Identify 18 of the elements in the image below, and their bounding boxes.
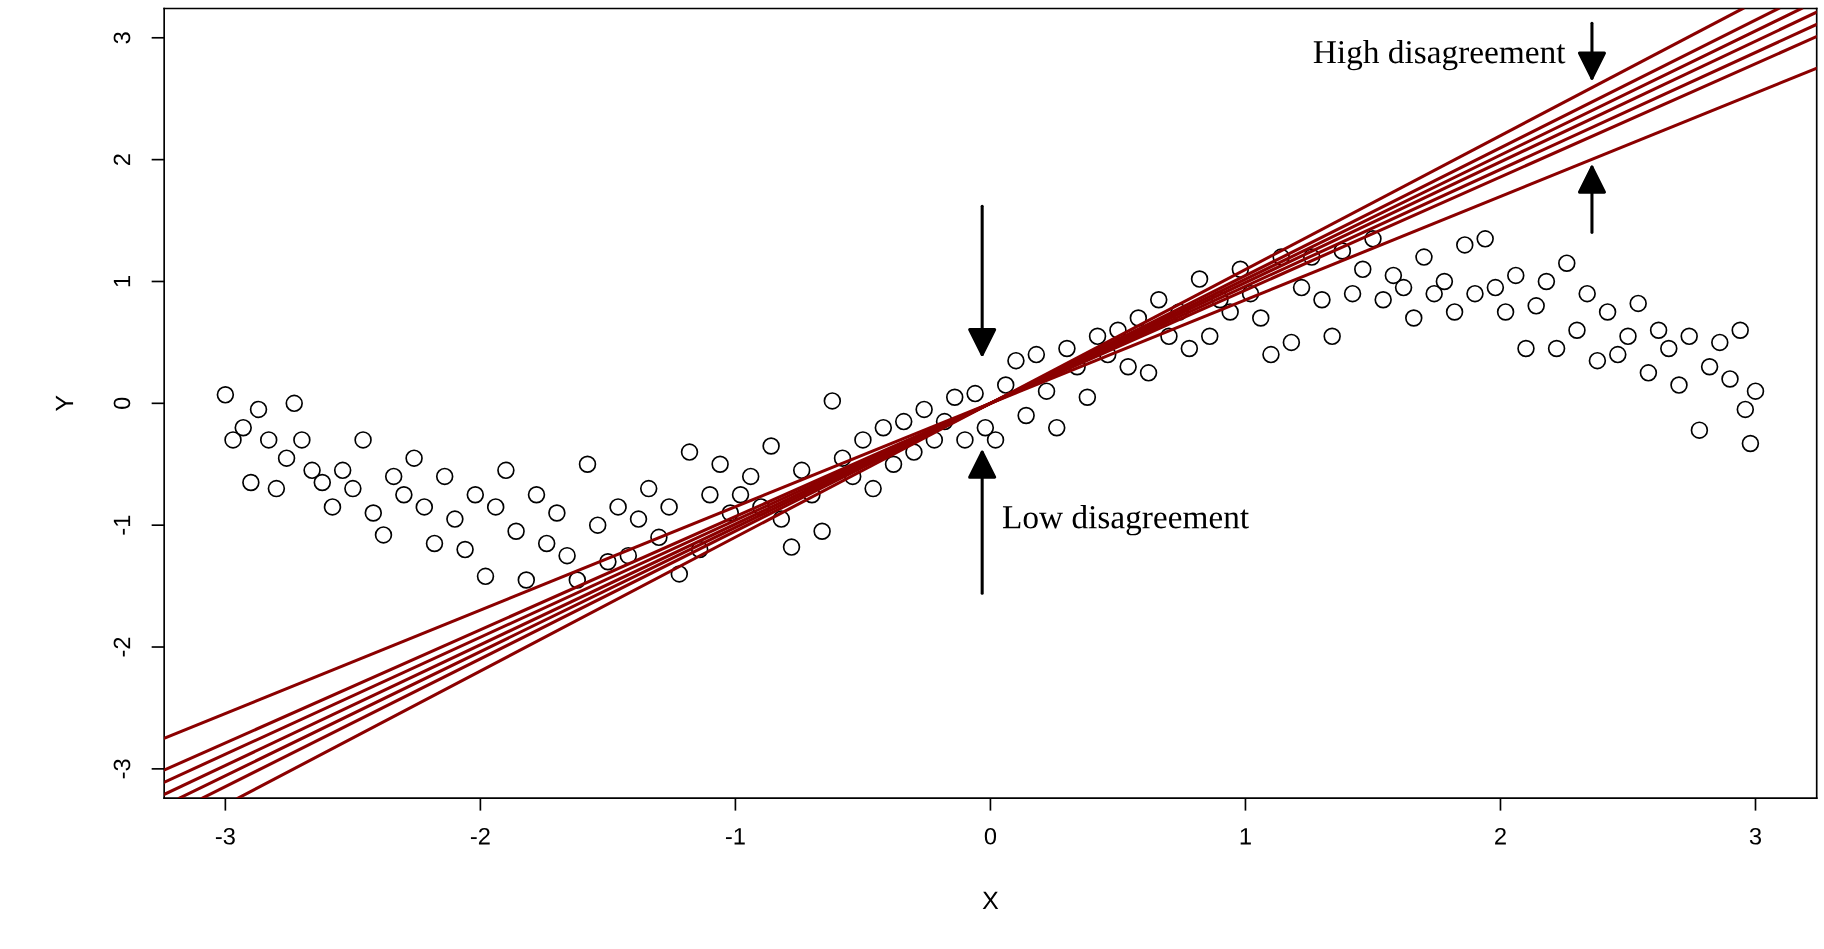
x-tick-label: 1: [1240, 828, 1251, 845]
y-tick-label: -3: [113, 759, 131, 779]
y-tick-label: 2: [113, 154, 131, 166]
y-tick-label: -2: [113, 637, 131, 657]
x-tick-label: 3: [1749, 827, 1762, 845]
x-tick-label: -2: [470, 827, 490, 845]
x-tick-label: -1: [725, 828, 745, 845]
x-tick-label: 2: [1495, 827, 1506, 845]
y-tick-label: 0: [113, 397, 131, 409]
x-tick-label: -3: [215, 827, 235, 845]
annotation: Low disagreement: [1002, 505, 1249, 536]
y-tick-label: 1: [113, 276, 131, 287]
x-axis-title: X: [982, 891, 999, 910]
y-axis-title: Y: [55, 395, 74, 412]
x-tick-label: 0: [984, 827, 997, 845]
y-tick-label: -1: [113, 515, 131, 535]
y-tick-label: 3: [113, 32, 131, 44]
annotation: High disagreement: [1313, 39, 1566, 71]
